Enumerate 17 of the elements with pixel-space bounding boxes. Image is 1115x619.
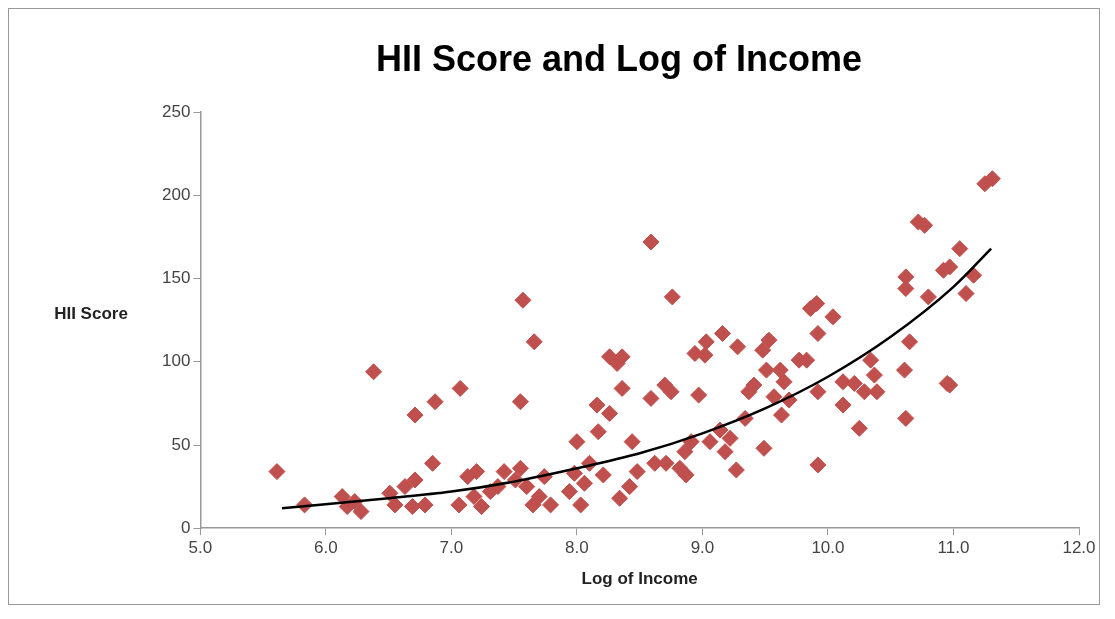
x-tick-label: 10.0	[811, 538, 845, 558]
x-tick-label: 11.0	[937, 538, 970, 558]
y-tick-label: 100	[161, 351, 191, 371]
y-tick-label: 150	[161, 268, 191, 288]
x-tick-label: 12.0	[1062, 538, 1096, 558]
chart-title: HII Score and Log of Income	[375, 37, 863, 79]
x-axis-title: Log of Income	[581, 569, 698, 589]
x-tick-label: 6.0	[314, 538, 338, 558]
x-tick-label: 7.0	[439, 538, 464, 558]
y-axis-title: HII Score	[54, 303, 128, 323]
y-tick-label: 50	[171, 434, 191, 454]
x-tick-label: 9.0	[690, 538, 715, 558]
x-tick-label: 5.0	[188, 538, 213, 558]
x-tick-label: 8.0	[565, 538, 589, 558]
y-tick-label: 200	[161, 185, 191, 205]
y-tick-label: 0	[180, 517, 191, 537]
y-tick-label: 250	[161, 101, 191, 121]
